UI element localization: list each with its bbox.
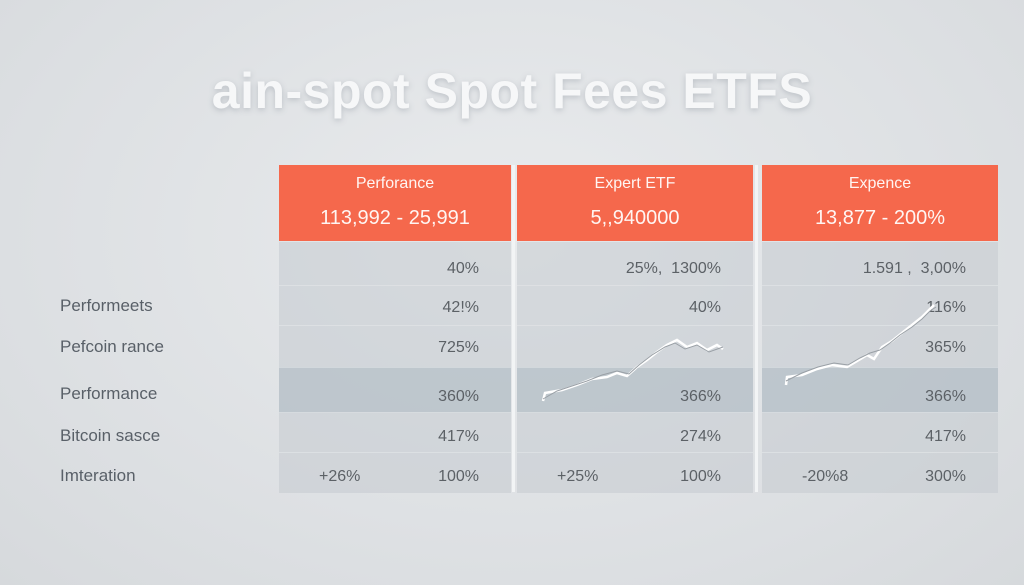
header-value: 113,992 - 25,991 [320, 207, 470, 229]
column-header: Perforance 113,992 - 25,991 [279, 165, 511, 241]
cell: 300% [925, 468, 966, 485]
row [517, 241, 753, 286]
column-header: Expence 13,877 - 200% [762, 165, 998, 241]
row [279, 241, 511, 286]
row-label: Performance [60, 384, 158, 403]
column: Perforance 113,992 - 25,991 40% 42!% 725… [279, 165, 511, 493]
cell: 25%, 1300% [625, 260, 721, 277]
row-label: Imteration [60, 466, 136, 485]
cell: 417% [925, 428, 966, 445]
cell: +25% [557, 468, 599, 485]
cell: 360% [438, 388, 479, 405]
row [279, 412, 511, 453]
cell: 725% [438, 339, 479, 356]
row-label: Bitcoin sasce [60, 426, 161, 445]
header-label: Expence [848, 175, 912, 192]
title: ain-spot Spot Fees ETFS [211, 63, 813, 119]
row-label: Performeets [60, 296, 153, 315]
cell: 40% [446, 260, 479, 277]
row [279, 325, 511, 368]
row [762, 241, 998, 286]
cell: 42!% [442, 299, 479, 316]
column-header: Expert ETF 5,,940000 [517, 165, 753, 241]
row [762, 452, 998, 493]
cell: 100% [680, 468, 721, 485]
row [517, 412, 753, 453]
cell: +26% [319, 468, 361, 485]
row [279, 367, 511, 413]
header-label: Perforance [355, 175, 435, 192]
column: Expert ETF 5,,940000 25%, 1300% 40% 366%… [517, 165, 753, 493]
header-label: Expert ETF [594, 175, 676, 192]
cell: 365% [925, 339, 966, 356]
cell: 116% [926, 299, 966, 316]
row [517, 452, 753, 493]
row [762, 325, 998, 368]
sparkline [541, 338, 724, 402]
header-value: 13,877 - 200% [814, 207, 946, 229]
cell: 366% [925, 388, 966, 405]
cell: 100% [438, 468, 479, 485]
cell: 1.591 , 3,00% [862, 260, 966, 277]
sparkline [784, 304, 937, 386]
header-value: 5,,940000 [590, 207, 680, 229]
cell: -20%8 [802, 468, 849, 485]
row-label: Pefcoin rance [60, 337, 164, 356]
row [517, 285, 753, 326]
divider [755, 165, 758, 492]
row [762, 412, 998, 453]
column: Expence 13,877 - 200% 1.591 , 3,00% 116%… [762, 165, 998, 493]
cell: 40% [688, 299, 721, 316]
divider [512, 165, 515, 492]
cell: 366% [680, 388, 721, 405]
cell: 417% [438, 428, 479, 445]
row [762, 285, 998, 326]
row [279, 285, 511, 326]
cell: 274% [680, 428, 721, 445]
row [279, 452, 511, 493]
